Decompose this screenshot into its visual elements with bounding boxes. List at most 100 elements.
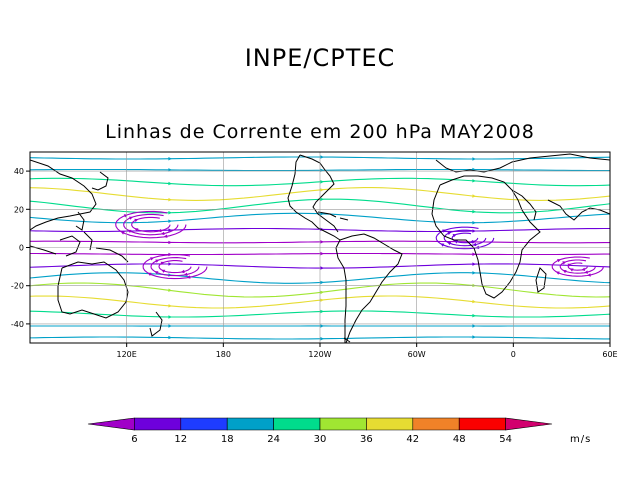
streamline-arrow	[168, 240, 172, 245]
map-subtitle: Linhas de Corrente em 200 hPa MAY2008	[105, 121, 535, 143]
streamline-arrow	[154, 271, 159, 275]
streamline-arrow	[168, 335, 172, 340]
streamline-arrow	[320, 324, 324, 328]
colorbar: 6 12 18 24 30 36 42 48 54	[87, 417, 553, 445]
streamline-arrow	[581, 267, 586, 271]
streamline-arrow	[127, 229, 132, 233]
streamline-arrow	[120, 231, 125, 235]
streamline-arrow	[472, 242, 477, 247]
streamline-arrow	[587, 273, 591, 277]
streamline-arrow	[472, 335, 476, 339]
coastline-philippines	[75, 211, 85, 231]
streamline-arrow	[168, 157, 172, 161]
colorbar-label: 24	[267, 434, 280, 445]
streamline-arrow	[134, 228, 139, 232]
streamline-arrow	[320, 337, 324, 341]
streamline-arrow	[168, 324, 172, 328]
streamline-arrow	[168, 288, 172, 292]
coastline-africa	[431, 175, 541, 299]
lon-tick-label: 60E	[602, 350, 617, 359]
lat-tick-label: 0	[19, 244, 24, 253]
coastline-japan	[91, 171, 109, 191]
streamline-arrow	[168, 181, 172, 186]
colorbar-swatch	[226, 417, 274, 431]
streamline-arrow	[320, 155, 324, 159]
lat-tick-label: -40	[11, 320, 24, 329]
streamline-arrow	[155, 259, 160, 263]
streamline-arrow	[157, 228, 162, 233]
colorbar-swatch	[412, 417, 460, 431]
colorbar-label: 18	[221, 434, 234, 445]
streamline-arrow	[320, 180, 324, 184]
streamline-arrow	[472, 313, 476, 318]
streamline-arrow	[472, 299, 476, 304]
colorbar-label: 6	[131, 434, 137, 445]
streamline-arrow	[160, 261, 165, 265]
streamline-arrow	[147, 272, 152, 276]
streamline-arrow	[134, 218, 139, 223]
coastline-north-america	[287, 154, 341, 241]
streamline-arrow	[186, 275, 191, 279]
lat-tick-label: -20	[11, 282, 24, 291]
colorbar-label: 36	[360, 434, 373, 445]
streamline-arrow	[320, 251, 324, 256]
colorbar-units: m/s	[570, 434, 592, 445]
streamline-arrow	[320, 227, 324, 232]
streamline-arrow	[447, 241, 452, 246]
streamline-arrow	[150, 257, 155, 261]
colorbar-swatch	[458, 417, 506, 431]
streamline-arrow	[161, 269, 166, 273]
coastline-caribbean	[317, 211, 349, 221]
streamline-arrow	[472, 262, 476, 266]
streamline-arrow	[452, 234, 457, 238]
streamline-vortex	[435, 226, 495, 250]
colorbar-swatch	[134, 417, 182, 431]
streamline-arrow	[320, 266, 324, 270]
streamline-arrow	[447, 231, 452, 235]
streamline-arrow	[472, 271, 476, 275]
streamline-arrow	[472, 194, 476, 198]
colorbar-swatch	[366, 417, 414, 431]
streamline-arrow	[469, 240, 474, 244]
streamline-arrow	[569, 268, 574, 272]
coastline-arabia-india	[511, 189, 610, 221]
streamline-vortex	[150, 257, 200, 277]
streamline-arrow	[183, 272, 188, 276]
streamline-arrow	[320, 290, 324, 295]
colorbar-swatch	[180, 417, 228, 431]
streamline-arrow	[320, 197, 324, 202]
colorbar-label: 30	[314, 434, 327, 445]
streamline-arrow	[557, 259, 562, 263]
streamline-arrow	[454, 240, 458, 244]
streamline-arrow	[567, 263, 572, 267]
streamline-arrow	[129, 216, 134, 220]
streamline-arrow	[562, 261, 567, 265]
streamline-vortex	[123, 213, 179, 236]
streamline-arrow	[168, 228, 172, 232]
streamline-arrow	[168, 219, 172, 223]
streamline-arrow	[168, 262, 172, 266]
streamline-arrow	[472, 179, 476, 183]
streamline-vortex	[559, 259, 596, 274]
streamline-arrow	[472, 157, 476, 161]
streamline-vortex	[551, 256, 604, 277]
coastline-tierra-del-fuego	[343, 337, 351, 343]
coastline-madagascar	[535, 267, 547, 293]
colorbar-swatch	[505, 417, 553, 431]
streamline-arrow	[472, 221, 476, 225]
coastline-south-america	[335, 233, 403, 343]
lon-tick-label: 60W	[408, 350, 426, 359]
streamline-arrow	[562, 270, 567, 274]
colorbar-label: 54	[499, 434, 512, 445]
streamline-arrow	[440, 243, 445, 247]
map-grid	[30, 152, 611, 343]
streamline-arrow	[584, 270, 588, 274]
colorbar-label: 12	[174, 434, 187, 445]
streamline-arrow	[472, 252, 476, 256]
streamline-arrow	[168, 315, 172, 319]
axis-ticks: 40 20 0 -20 -40 120E 180 120W 60W 0 60E	[11, 167, 618, 359]
coastlines	[30, 153, 610, 343]
streamline-arrow	[320, 298, 324, 302]
